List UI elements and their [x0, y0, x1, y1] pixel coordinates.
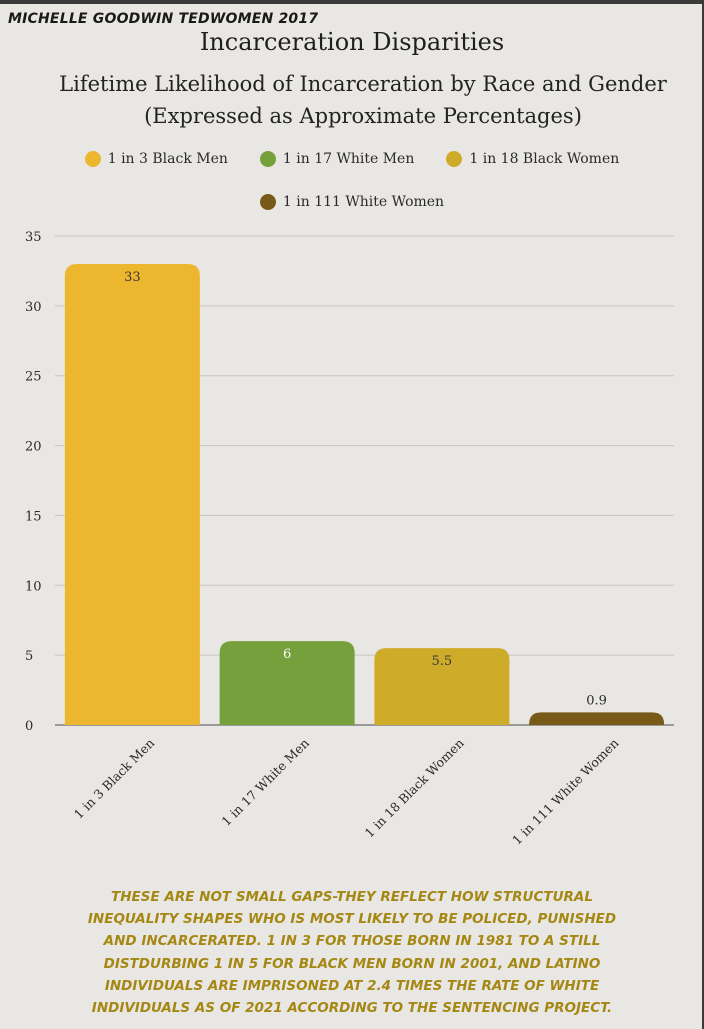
bar-value-label: 33 — [124, 270, 141, 285]
x-tick-label: 1 in 18 Black Women — [362, 735, 467, 840]
chart-subtitle: Lifetime Likelihood of Incarceration by … — [59, 72, 667, 128]
footer-note: THESE ARE NOT SMALL GAPS-THEY REFLECT HO… — [0, 886, 704, 1019]
legend-row-2: 1 in 111 White Women — [0, 194, 704, 210]
top-border-line — [0, 0, 704, 4]
legend-row-1: 1 in 3 Black Men 1 in 17 White Men 1 in … — [0, 151, 704, 167]
bar-value-label: 6 — [283, 647, 291, 662]
legend-swatch — [446, 151, 463, 167]
legend-label: 1 in 17 White Men — [282, 151, 415, 167]
bar-value-label: 5.5 — [432, 654, 453, 669]
legend-swatch — [259, 194, 276, 210]
legend-label: 1 in 3 Black Men — [107, 151, 228, 167]
x-tick-label: 1 in 111 White Women — [509, 735, 621, 847]
y-tick-label: 30 — [25, 300, 42, 315]
x-tick-label: 1 in 3 Black Men — [71, 735, 157, 821]
bar-value-label: 0.9 — [586, 693, 607, 708]
y-tick-label: 25 — [25, 370, 42, 385]
y-tick-label: 10 — [25, 579, 42, 594]
y-tick-label: 15 — [25, 509, 42, 524]
legend-label: 1 in 111 White Women — [282, 194, 445, 210]
footer-line: THESE ARE NOT SMALL GAPS-THEY REFLECT HO… — [111, 889, 593, 905]
legend-item-white-men[interactable]: 1 in 17 White Men — [259, 151, 415, 167]
bar — [529, 712, 665, 725]
bar — [374, 648, 510, 725]
legend-swatch — [84, 151, 101, 167]
y-tick-label: 20 — [25, 440, 42, 455]
y-tick-label: 0 — [25, 719, 33, 734]
legend-item-black-men[interactable]: 1 in 3 Black Men — [84, 151, 228, 167]
author-credit: MICHELLE GOODWIN TEDWOMEN 2017 — [8, 11, 319, 27]
footer-line: INDIVIDUALS ARE IMPRISONED AT 2.4 TIMES … — [104, 977, 600, 994]
footer-line: INDIVIDUALS AS OF 2021 ACCORDING TO THE … — [91, 1000, 613, 1017]
footer-line: AND INCARCERATED. 1 IN 3 FOR THOSE BORN … — [103, 933, 601, 950]
y-tick-label: 5 — [25, 649, 33, 664]
legend-label: 1 in 18 Black Women — [469, 151, 620, 167]
bar — [64, 263, 200, 725]
legend-swatch — [259, 151, 276, 167]
footer-line: INEQUALITY SHAPES WHO IS MOST LIKELY TO … — [87, 911, 617, 928]
x-tick-label: 1 in 17 White Men — [218, 735, 312, 829]
legend-item-black-women[interactable]: 1 in 18 Black Women — [446, 151, 619, 167]
bar — [219, 641, 355, 725]
legend-item-white-women[interactable]: 1 in 111 White Women — [259, 194, 445, 210]
footer-line: DISTDURBING 1 IN 5 FOR BLACK MEN BORN IN… — [103, 955, 601, 972]
bar-chart: 0 5 10 15 20 25 30 35 33 1 in 3 Black Men 6 1 in 17… — [25, 230, 674, 848]
right-border-line — [702, 0, 704, 1029]
chart-title: Incarceration Disparities — [199, 28, 505, 56]
y-tick-label: 35 — [25, 230, 42, 245]
